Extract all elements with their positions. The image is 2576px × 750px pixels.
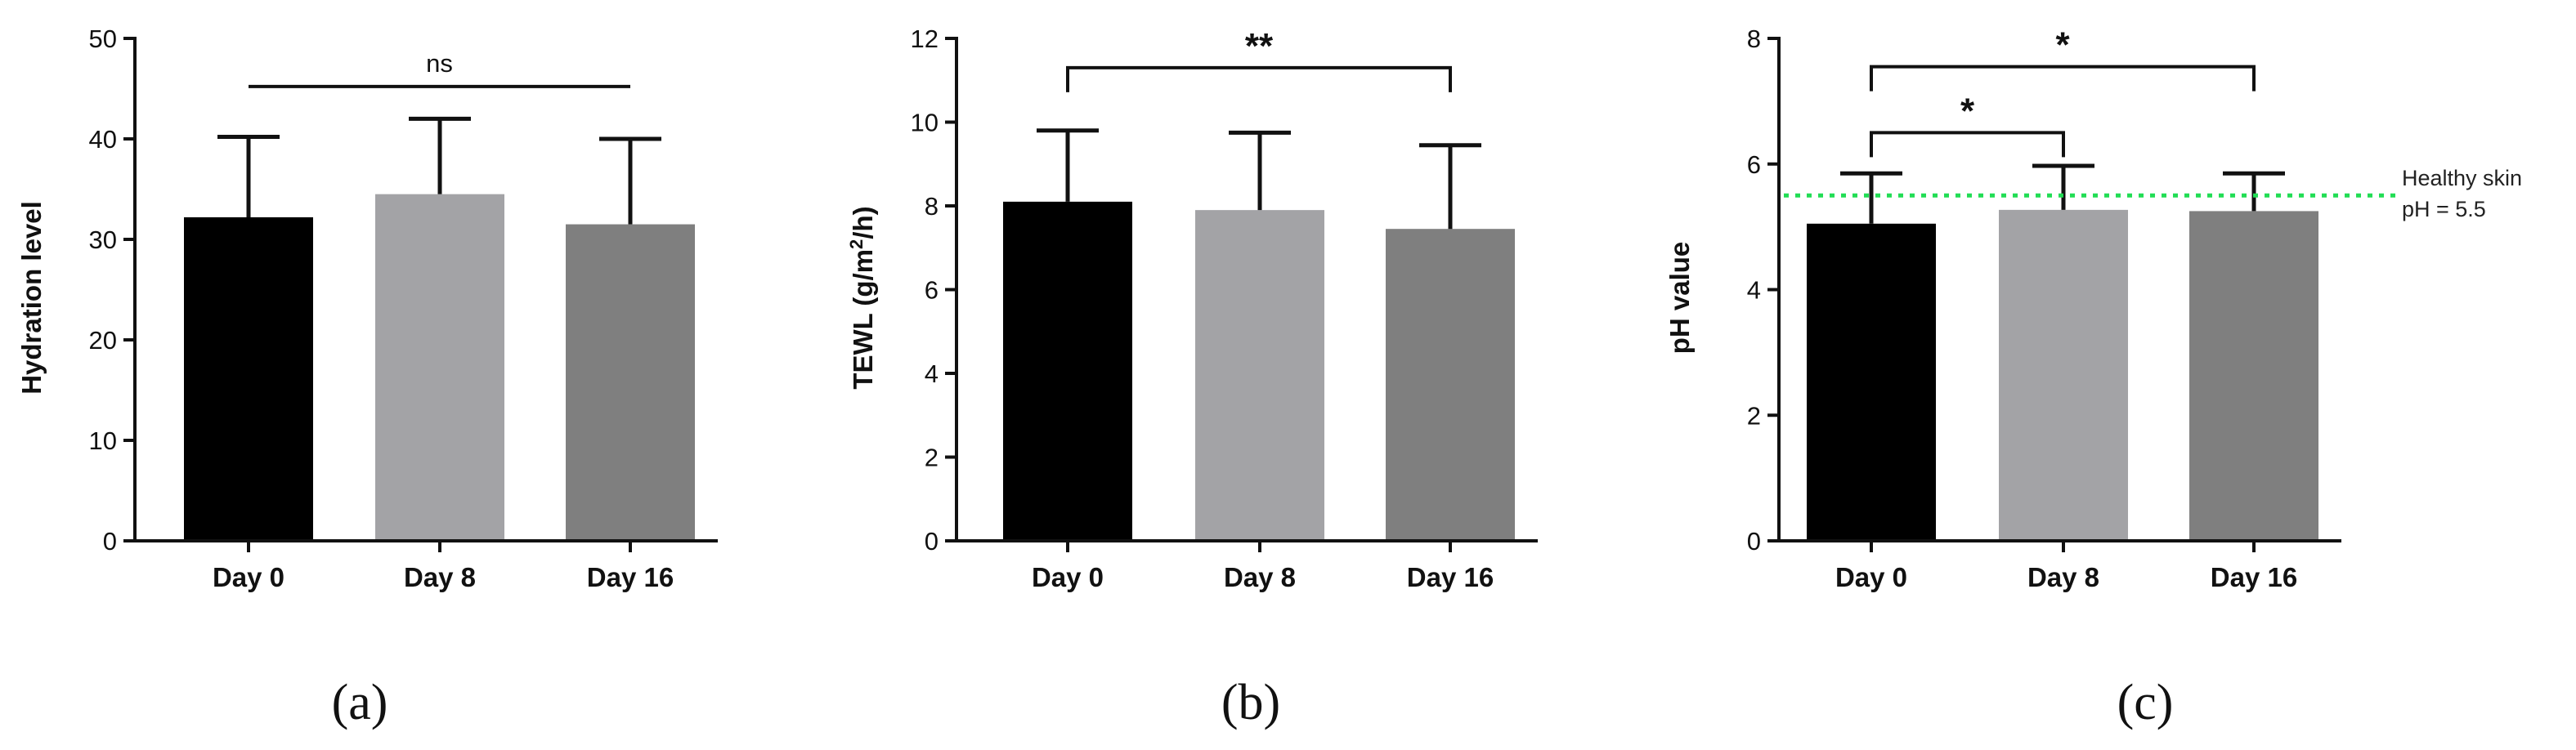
y-tick-label: 0 — [925, 527, 939, 556]
y-tick-label: 0 — [1747, 527, 1761, 556]
panel-label: (c) — [2117, 675, 2174, 730]
y-axis-title: pH value — [1664, 242, 1695, 355]
x-tick-label: Day 0 — [1835, 562, 1907, 592]
significance-label: * — [1960, 91, 1975, 131]
y-tick-label: 8 — [925, 192, 939, 221]
y-tick-label: 4 — [1747, 276, 1761, 305]
y-tick-label: 0 — [103, 527, 117, 556]
y-tick-label: 4 — [925, 359, 939, 388]
bar-day-0 — [1003, 201, 1132, 541]
x-tick-label: Day 0 — [213, 562, 284, 592]
significance-label: * — [2055, 25, 2070, 65]
bar-day-16 — [566, 224, 695, 541]
significance-bracket — [1870, 131, 2065, 158]
bar-day-0 — [1807, 223, 1936, 541]
y-tick-label: 10 — [911, 109, 939, 137]
bar-day-16 — [1386, 229, 1515, 541]
y-axis-title-text: pH value — [1664, 242, 1695, 355]
x-tick-label: Day 16 — [1407, 562, 1494, 592]
y-axis-title-text: Hydration level — [16, 201, 47, 395]
bar-day-8 — [1195, 210, 1324, 541]
x-tick-label: Day 8 — [2027, 562, 2099, 592]
y-tick-label: 12 — [911, 25, 939, 53]
y-tick-label: 6 — [1747, 150, 1761, 179]
y-axis-title: Hydration level — [16, 201, 47, 395]
y-tick-label: 8 — [1747, 25, 1761, 53]
y-tick-label: 2 — [1747, 401, 1761, 430]
panel-label: (a) — [332, 675, 388, 730]
y-tick-label: 6 — [925, 276, 939, 305]
significance-bracket — [1066, 65, 1452, 92]
significance-label: ** — [1245, 26, 1274, 66]
y-tick-label: 30 — [89, 225, 117, 254]
y-tick-label: 20 — [89, 326, 117, 355]
bar-day-8 — [1999, 209, 2128, 541]
chart-panel-a: 0 10 20 30 40 50 Day 0 Day 8 Day 16 Hydration lev… — [16, 25, 718, 730]
y-axis-title-end: /h) — [848, 206, 878, 239]
x-tick-label: Day 16 — [2211, 562, 2297, 592]
bar-day-0 — [184, 217, 313, 541]
panel-label: (b) — [1221, 675, 1280, 730]
x-tick-label: Day 16 — [587, 562, 674, 592]
reference-label-line1: Healthy skin — [2402, 166, 2522, 190]
x-tick-label: Day 8 — [1224, 562, 1296, 592]
significance-label: ns — [426, 49, 453, 78]
y-tick-label: 50 — [89, 25, 117, 53]
y-tick-label: 2 — [925, 444, 939, 472]
x-tick-label: Day 8 — [404, 562, 476, 592]
chart-panel-c: Healthy skin pH = 5.5 0 2 4 6 8 Day 0 Day 8 Day 1… — [1664, 25, 2522, 730]
bar-day-8 — [375, 194, 504, 541]
y-tick-label: 40 — [89, 125, 117, 154]
y-axis-title: TEWL (g/m2/h) — [846, 206, 879, 389]
significance-bracket — [1870, 65, 2256, 92]
y-axis-title-sup: 2 — [846, 239, 867, 249]
reference-label-line2: pH = 5.5 — [2402, 197, 2486, 221]
bar-day-16 — [2189, 211, 2318, 541]
x-tick-label: Day 0 — [1032, 562, 1104, 592]
y-tick-label: 10 — [89, 426, 117, 455]
y-axis-title-text: TEWL (g/m — [848, 249, 878, 390]
